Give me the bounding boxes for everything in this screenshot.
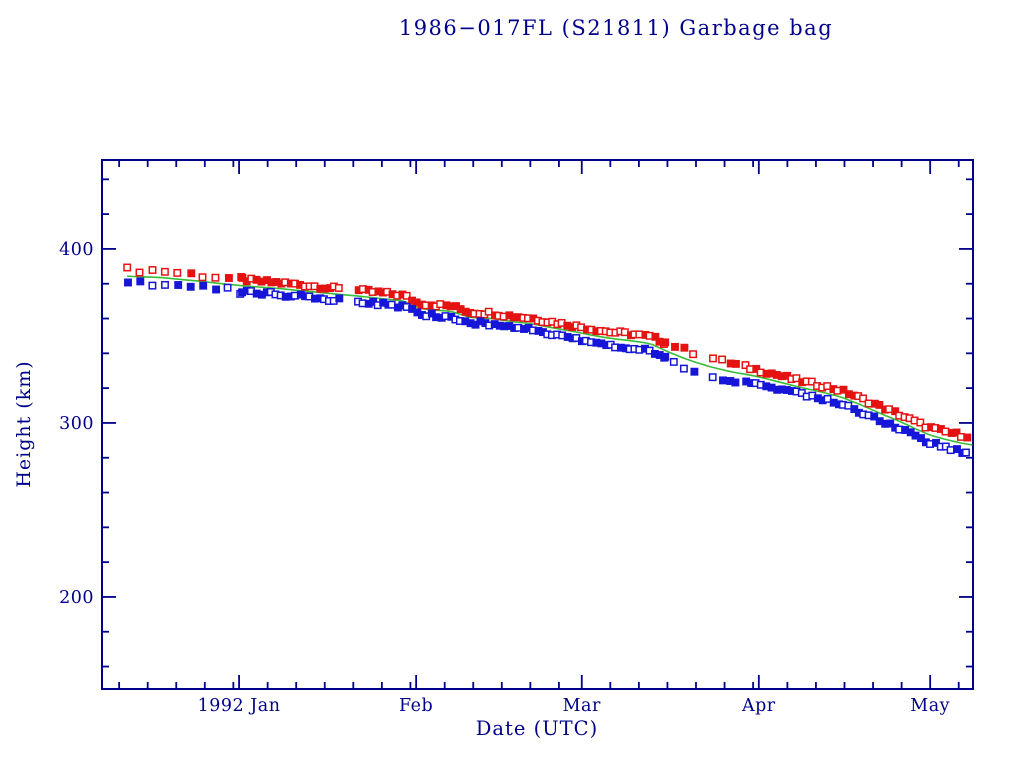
y-axis-title: Height (km) [13, 360, 35, 488]
x-tick-label: Mar [563, 696, 601, 716]
apogee-height-marker [187, 269, 196, 278]
x-tick-label: Apr [741, 696, 776, 716]
apogee-height-marker [689, 350, 698, 359]
apogee-height-marker [402, 291, 411, 300]
apogee-height-marker [741, 361, 750, 370]
apogee-height-marker [731, 359, 740, 368]
apogee-height-marker [709, 354, 717, 363]
apogee-height-marker [224, 274, 233, 282]
apogee-height-marker [436, 300, 445, 309]
apogee-height-marker [148, 266, 157, 274]
apogee-height-marker [211, 273, 220, 282]
perigee-height-marker [690, 367, 699, 376]
x-axis-title: Date (UTC) [475, 717, 599, 740]
perigee-height-marker [223, 283, 232, 292]
perigee-height-marker [387, 300, 396, 309]
apogee-height-marker [823, 382, 832, 391]
x-tick-label: 1992 Jan [198, 696, 281, 716]
apogee-height-marker [864, 399, 873, 408]
apogee-height-marker [916, 418, 925, 427]
perigee-height-marker [212, 285, 221, 294]
perigee-height-marker [199, 281, 208, 290]
apogee-height-marker [680, 343, 689, 352]
apogee-height-marker [746, 365, 755, 374]
apogee-height-marker [718, 355, 727, 364]
apogee-height-marker [839, 385, 848, 394]
apogee-height-marker [135, 268, 144, 277]
perigee-height-marker [124, 278, 132, 287]
x-tick-label: May [910, 696, 950, 716]
y-tick-label: 300 [59, 414, 94, 434]
perigee-height-marker [161, 280, 169, 289]
apogee-height-marker [792, 374, 801, 383]
plot-frame [101, 159, 974, 690]
perigee-height-marker [708, 373, 717, 382]
apogee-height-marker [160, 267, 169, 276]
apogee-height-marker [956, 432, 965, 441]
apogee-height-marker [198, 273, 207, 282]
apogee-height-marker [651, 332, 660, 341]
apogee-height-marker [859, 394, 868, 403]
apogee-height-marker [661, 338, 670, 347]
apogee-height-marker [334, 284, 343, 292]
apogee-height-marker [173, 268, 182, 277]
perigee-height-marker [174, 281, 183, 289]
x-tick-label: Feb [399, 696, 433, 716]
perigee-height-marker [148, 281, 157, 290]
perigee-height-marker [886, 419, 895, 428]
perigee-height-marker [661, 352, 670, 361]
apogee-height-marker [941, 427, 950, 436]
chart-title: 1986−017FL (S21811) Garbage bag [398, 16, 834, 40]
apogee-height-marker [620, 328, 629, 337]
perigee-height-marker [946, 446, 955, 455]
perigee-height-marker [669, 357, 678, 366]
perigee-height-marker [335, 294, 344, 303]
perigee-height-marker [719, 376, 727, 385]
apogee-height-marker [952, 428, 961, 437]
y-tick-label: 400 [59, 240, 94, 260]
perigee-height-marker [136, 277, 145, 286]
apogee-height-marker [484, 307, 493, 316]
apogee-height-marker [807, 377, 816, 386]
perigee-height-marker [962, 448, 970, 457]
apogee-height-marker [671, 342, 679, 351]
apogee-height-marker [123, 263, 132, 272]
apogee-height-marker [963, 433, 972, 442]
perigee-height-marker [870, 412, 879, 421]
mean-height-line [127, 275, 973, 446]
apogee-height-marker [875, 400, 884, 409]
apogee-height-marker [891, 407, 900, 416]
perigee-height-marker [917, 434, 925, 443]
perigee-height-marker [186, 282, 195, 291]
perigee-height-marker [679, 364, 688, 373]
y-tick-label: 200 [59, 588, 94, 608]
perigee-height-marker [731, 378, 740, 387]
